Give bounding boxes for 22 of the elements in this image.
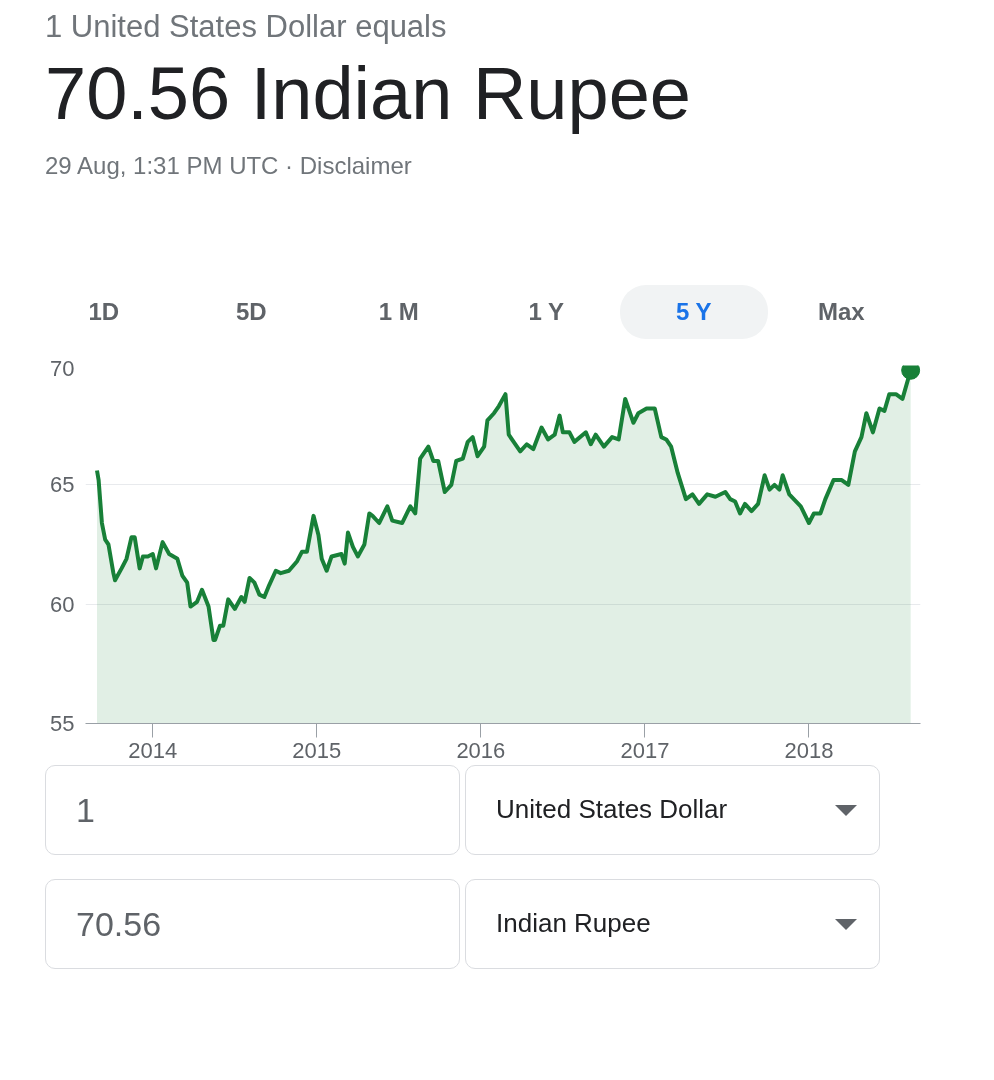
text: 5 Y — [620, 285, 768, 340]
text: 1 Y — [527, 297, 566, 327]
x-tick-label: 2014 — [128, 737, 178, 763]
text: Max — [816, 297, 866, 327]
y-tick-label: 55 — [50, 711, 75, 736]
x-tick-label: 2018 — [784, 737, 834, 763]
y-tick-label: 70 — [50, 355, 75, 381]
text: 1D — [87, 297, 121, 327]
text: 1 M — [377, 297, 420, 327]
x-tick-label: 2015 — [292, 737, 342, 763]
chart-subtitle: 29 Aug, 1:31 PM UTC · Disclaimer — [45, 150, 413, 181]
x-tick-label: 2017 — [620, 737, 670, 763]
x-tick-label: 2016 — [456, 737, 506, 763]
y-tick-label: 65 — [50, 472, 75, 498]
text: United States Dollar — [496, 793, 728, 827]
text: 1 United States Dollar equals — [45, 8, 448, 46]
text: 1 — [76, 789, 95, 831]
text: 5D — [234, 297, 268, 327]
text: 70.56 — [76, 903, 162, 945]
text: Indian Rupee — [496, 907, 651, 941]
chart-title: 70.56 Indian Rupee — [45, 52, 691, 136]
y-tick-label: 60 — [50, 591, 75, 617]
